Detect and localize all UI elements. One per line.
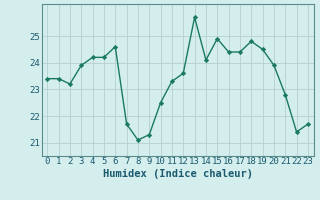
X-axis label: Humidex (Indice chaleur): Humidex (Indice chaleur) bbox=[103, 169, 252, 179]
